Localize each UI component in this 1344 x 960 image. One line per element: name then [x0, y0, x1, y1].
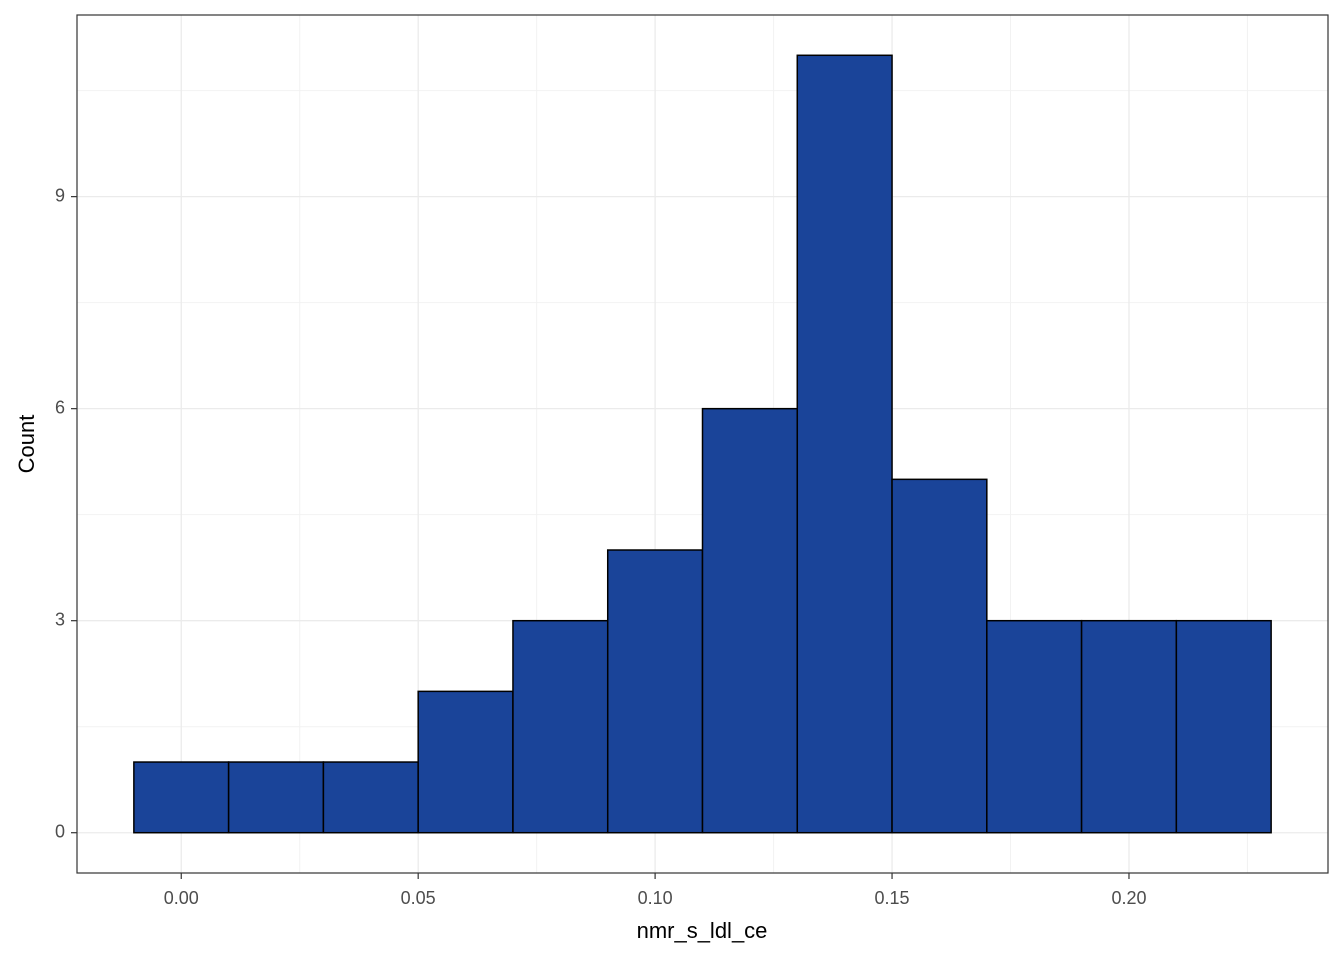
bars: [133, 54, 1272, 834]
y-tick-label: 9: [55, 185, 65, 205]
x-tick-label: 0.20: [1111, 888, 1146, 908]
x-axis-title: nmr_s_ldl_ce: [637, 918, 768, 943]
bar: [1080, 619, 1178, 834]
panel-border: [76, 14, 1329, 874]
bar: [1175, 619, 1272, 834]
bar: [227, 761, 325, 834]
y-tick-label: 3: [55, 609, 65, 629]
bar: [606, 549, 704, 834]
bar: [986, 619, 1083, 834]
x-tick-label: 0.15: [875, 888, 910, 908]
y-tick-label: 0: [55, 821, 65, 841]
y-axis-title: Count: [14, 415, 39, 474]
bar: [322, 761, 419, 834]
bar: [701, 407, 799, 834]
x-tick-label: 0.05: [401, 888, 436, 908]
bar: [891, 478, 988, 834]
bar: [796, 54, 893, 834]
x-tick-label: 0.00: [164, 888, 199, 908]
bar: [512, 619, 609, 834]
bar: [417, 690, 514, 834]
y-tick-label: 6: [55, 397, 65, 417]
x-tick-label: 0.10: [638, 888, 673, 908]
bar: [133, 761, 230, 834]
